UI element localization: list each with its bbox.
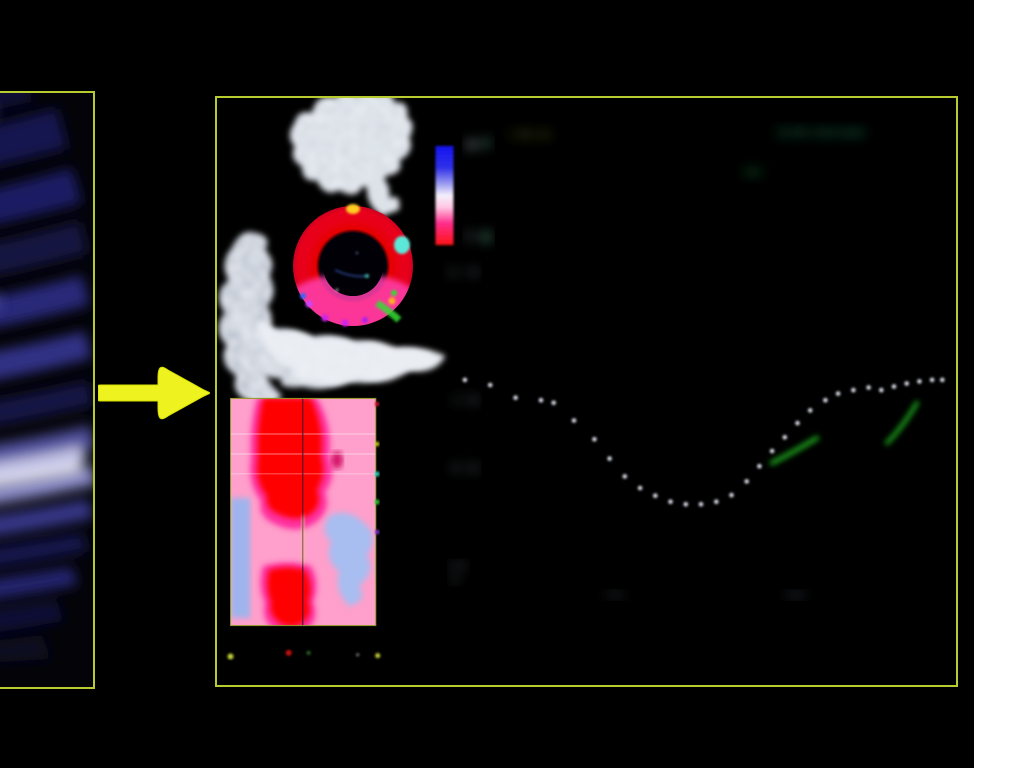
svg-text:IVUS: IVUS [449, 561, 468, 570]
svg-text:8.00: 8.00 [787, 590, 805, 600]
svg-text:AoV: AoV [744, 167, 763, 178]
svg-text:21 09 1 314 mm/s: 21 09 1 314 mm/s [777, 127, 866, 139]
svg-text:1.0: 1.0 [447, 267, 460, 277]
svg-text:7.00: 7.00 [605, 590, 623, 600]
svg-text:-40: -40 [449, 463, 462, 473]
svg-text:1.7: 1.7 [452, 395, 465, 405]
svg-text:I OC AI: I OC AI [509, 129, 551, 141]
